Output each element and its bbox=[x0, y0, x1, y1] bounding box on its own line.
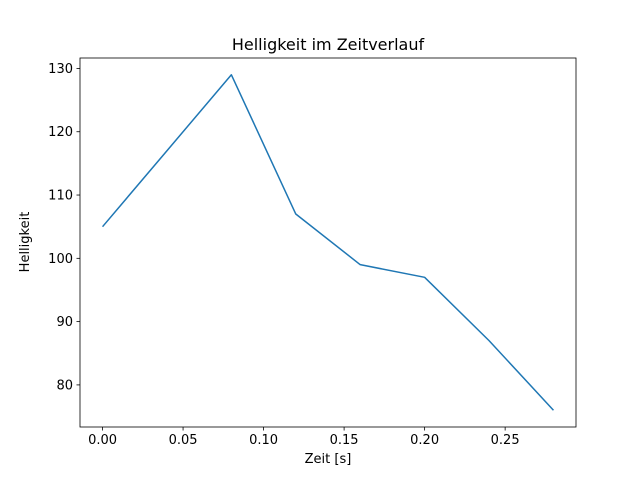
y-tick-label: 130 bbox=[48, 62, 73, 77]
y-tick-label: 110 bbox=[48, 189, 73, 204]
y-tick-label: 90 bbox=[56, 315, 73, 330]
x-tick-label: 0.15 bbox=[330, 433, 359, 448]
chart-title: Helligkeit im Zeitverlauf bbox=[231, 35, 425, 54]
axes-frame bbox=[79, 57, 577, 428]
x-tick-label: 0.00 bbox=[88, 433, 117, 448]
x-tick-label: 0.25 bbox=[491, 433, 520, 448]
x-tick-label: 0.05 bbox=[169, 433, 198, 448]
y-tick-label: 80 bbox=[56, 378, 73, 393]
y-tick-label: 120 bbox=[48, 125, 73, 140]
x-tick-label: 0.10 bbox=[249, 433, 278, 448]
x-axis-label: Zeit [s] bbox=[304, 452, 352, 467]
x-tick-label: 0.20 bbox=[410, 433, 439, 448]
data-line bbox=[101, 74, 555, 411]
y-tick-label: 100 bbox=[48, 252, 73, 267]
